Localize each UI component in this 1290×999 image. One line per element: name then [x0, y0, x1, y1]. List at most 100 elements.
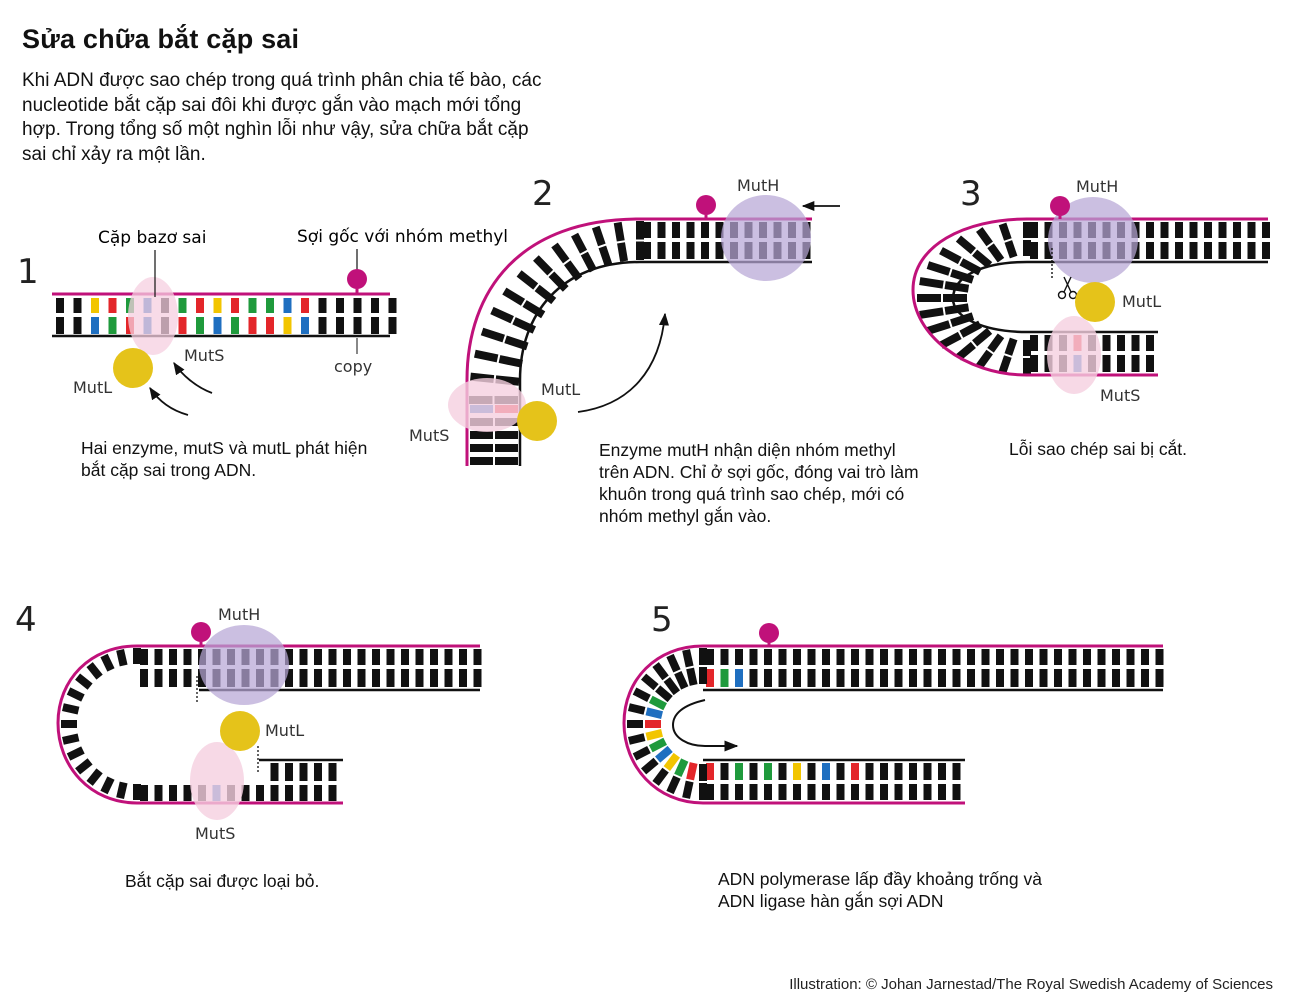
base-parent [140, 785, 148, 801]
base-top [778, 649, 787, 665]
base-rung [580, 251, 597, 273]
base-rung [534, 284, 557, 305]
base-rung [976, 227, 993, 247]
base-parent [241, 785, 250, 801]
base-top [1247, 222, 1256, 238]
base-top [880, 763, 888, 780]
base-bottom [996, 669, 1004, 687]
base-top [909, 649, 917, 665]
mutl-label: MutL [73, 378, 112, 397]
base-top [793, 763, 801, 780]
mutl-label: MutL [541, 380, 580, 399]
base-rung [100, 653, 115, 672]
base-bottom [108, 317, 117, 334]
base-bottom [231, 317, 239, 334]
base-rung [972, 249, 993, 269]
base-bottom [952, 669, 961, 687]
base-top [1030, 222, 1038, 238]
parent-strand-label: Sợi gốc với nhóm methyl [297, 226, 508, 247]
base-rung [987, 333, 1005, 353]
base-top [720, 649, 729, 665]
base-top [793, 649, 801, 665]
muth-protein [199, 625, 289, 705]
base-top [851, 649, 859, 665]
muts-protein [448, 378, 526, 432]
base-top [1146, 335, 1154, 351]
base-top [764, 763, 772, 780]
methyl-group [191, 622, 211, 642]
base-bottom [1097, 669, 1106, 687]
base-rung [955, 341, 976, 361]
base-top [764, 649, 772, 665]
base-top [851, 763, 859, 780]
mutl-label: MutL [1122, 292, 1161, 311]
base-top [178, 298, 187, 313]
base-bottom [749, 669, 758, 687]
credit-line: Illustration: © Johan Jarnestad/The Roya… [789, 976, 1273, 993]
base-top [1044, 222, 1053, 238]
base-rung [1004, 337, 1018, 356]
base-bottom [213, 317, 222, 334]
parent-strand [56, 644, 480, 805]
base-bottom [720, 784, 729, 800]
base-bottom [1010, 669, 1019, 687]
base-parent [169, 785, 177, 801]
base-bottom [248, 317, 257, 334]
base-bottom [807, 784, 816, 800]
copy-label: copy [334, 357, 372, 376]
base-rung [591, 225, 606, 247]
base-rung [474, 349, 499, 363]
base-top [952, 649, 961, 665]
base-bottom [1262, 242, 1270, 259]
base-bottom [91, 317, 99, 334]
base-bottom [1204, 242, 1212, 259]
intro-text: Khi ADN được sao chép trong quá trình ph… [22, 70, 542, 165]
step-4-panel: 4 MutH MutL MutS [15, 600, 482, 843]
base-bottom [967, 669, 975, 687]
base-rung [502, 287, 526, 306]
base-bottom [764, 669, 772, 687]
base-top [894, 763, 903, 780]
muts-protein [1047, 316, 1101, 394]
base-bottom [140, 669, 148, 687]
base-top [643, 222, 651, 238]
base-bottom [1068, 669, 1077, 687]
base-rung [100, 776, 115, 795]
base-top [386, 649, 395, 665]
base-top [1039, 649, 1048, 665]
base-top [459, 649, 467, 665]
base-top [1010, 649, 1019, 665]
base-new [285, 763, 293, 781]
base-top [343, 649, 351, 665]
base-bottom [865, 784, 874, 800]
methyl-group [759, 623, 779, 643]
base-top [183, 649, 192, 665]
base-rung [551, 242, 570, 264]
base-bottom [372, 669, 380, 687]
base-bottom [196, 317, 204, 334]
page-title: Sửa chữa bắt cặp sai [22, 24, 300, 54]
new-strand [518, 260, 812, 466]
base-top [336, 298, 344, 313]
step-1-panel: 1 Cặp bazơ sai Sợi gốc với nhóm methyl c… [17, 226, 508, 416]
base-bottom [672, 242, 680, 259]
base-left [470, 457, 493, 465]
base-bottom [793, 669, 801, 687]
base-bottom [343, 669, 351, 687]
base-bottom [1102, 355, 1111, 372]
base-top [372, 649, 380, 665]
base-top [1025, 649, 1033, 665]
base-top [213, 298, 222, 313]
base-top [836, 763, 845, 780]
base-top [196, 298, 204, 313]
base-top [807, 649, 816, 665]
base-top [1262, 222, 1270, 238]
base-left [470, 444, 493, 452]
base-new [270, 763, 279, 781]
base-top [938, 649, 946, 665]
base-rung [972, 327, 993, 347]
step-3-panel: 3 MutH MutL MutS [911, 174, 1270, 405]
base-rung [652, 767, 669, 786]
mismatch-label: Cặp bazơ sai [98, 228, 206, 248]
